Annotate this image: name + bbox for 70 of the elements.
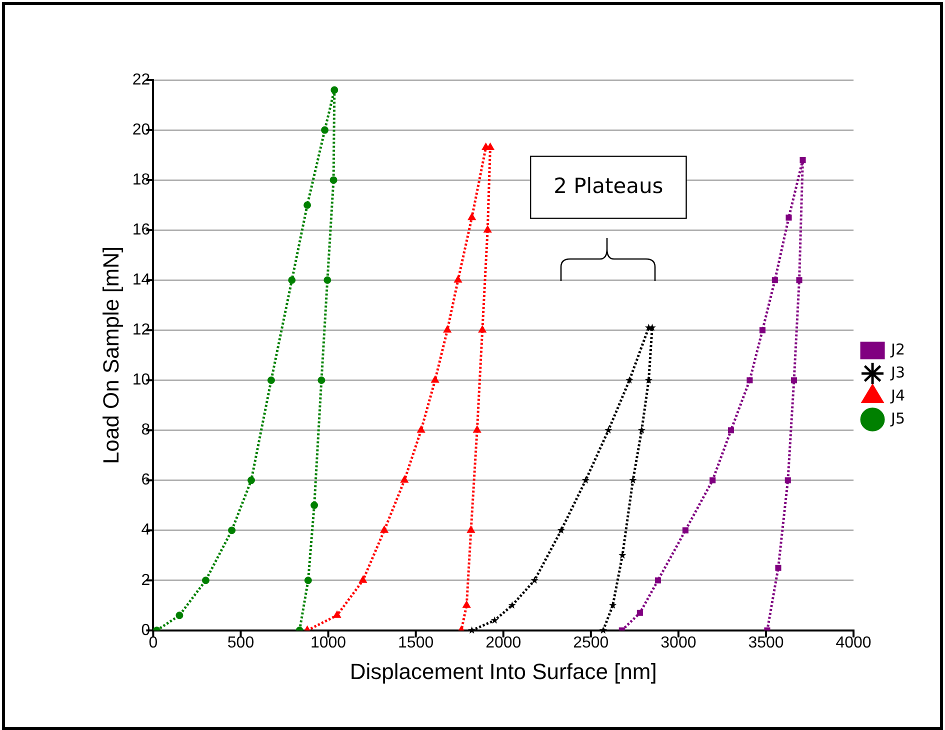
point: [330, 86, 338, 94]
legend-label: J2: [890, 340, 905, 358]
point: [772, 277, 778, 284]
point: [508, 601, 516, 609]
point: [775, 564, 782, 571]
point: [582, 476, 590, 484]
point: [710, 477, 716, 484]
point: [644, 376, 652, 384]
point: [759, 327, 766, 334]
point: [202, 576, 210, 584]
point: [604, 426, 612, 434]
point: [478, 326, 486, 333]
y-tick-label: 10: [132, 372, 150, 389]
point: [746, 377, 753, 384]
point: [321, 126, 329, 134]
point: [310, 502, 318, 510]
y-tick-label: 18: [132, 171, 150, 188]
point: [636, 610, 643, 616]
point: [599, 626, 607, 634]
point: [454, 276, 462, 283]
point: [304, 201, 312, 209]
annotation: 2 Plateaus: [554, 174, 664, 198]
x-tick-label: 3500: [748, 634, 784, 652]
x-tick-label: 4000: [836, 634, 872, 652]
point: [228, 526, 236, 534]
y-tick-label: 22: [132, 71, 150, 88]
x-tick-label: 2000: [486, 634, 522, 652]
x-tick-label: 500: [227, 634, 254, 652]
y-tick-label: 2: [141, 572, 150, 589]
y-tick-label: 12: [132, 322, 150, 339]
y-tick-label: 14: [132, 272, 150, 289]
point: [324, 276, 332, 284]
x-tick-label: 2500: [573, 634, 609, 652]
point: [530, 576, 538, 584]
point: [654, 577, 661, 584]
point: [304, 576, 312, 584]
point: [728, 427, 734, 434]
point: [626, 376, 634, 384]
legend-label: J4: [890, 386, 905, 404]
x-tick-label: 1500: [398, 634, 434, 652]
point: [638, 426, 646, 434]
point: [557, 526, 565, 534]
x-axis-title: Displacement Into Surface [nm]: [350, 658, 657, 684]
point: [790, 377, 798, 384]
point: [484, 226, 492, 233]
point: [330, 176, 338, 184]
point: [490, 616, 498, 624]
point: [682, 527, 688, 534]
point: [796, 277, 802, 284]
point: [463, 602, 470, 608]
point: [468, 626, 476, 634]
y-tick-label: 20: [132, 121, 150, 138]
point: [432, 376, 438, 383]
point: [267, 376, 275, 384]
point: [786, 214, 792, 221]
point: [318, 376, 326, 384]
point: [288, 276, 296, 284]
y-tick-label: 16: [132, 222, 150, 239]
legend-label: J5: [890, 409, 905, 428]
point: [468, 214, 476, 220]
point: [176, 612, 184, 620]
point: [800, 157, 806, 164]
x-tick-label: 3000: [660, 634, 696, 652]
x-tick-label: 1000: [310, 634, 346, 652]
legend-label: J3: [890, 363, 905, 382]
point: [784, 477, 791, 484]
point: [444, 326, 451, 333]
y-axis-title: Load On Sample [mN]: [98, 246, 124, 464]
point: [608, 601, 617, 609]
point: [247, 476, 255, 484]
